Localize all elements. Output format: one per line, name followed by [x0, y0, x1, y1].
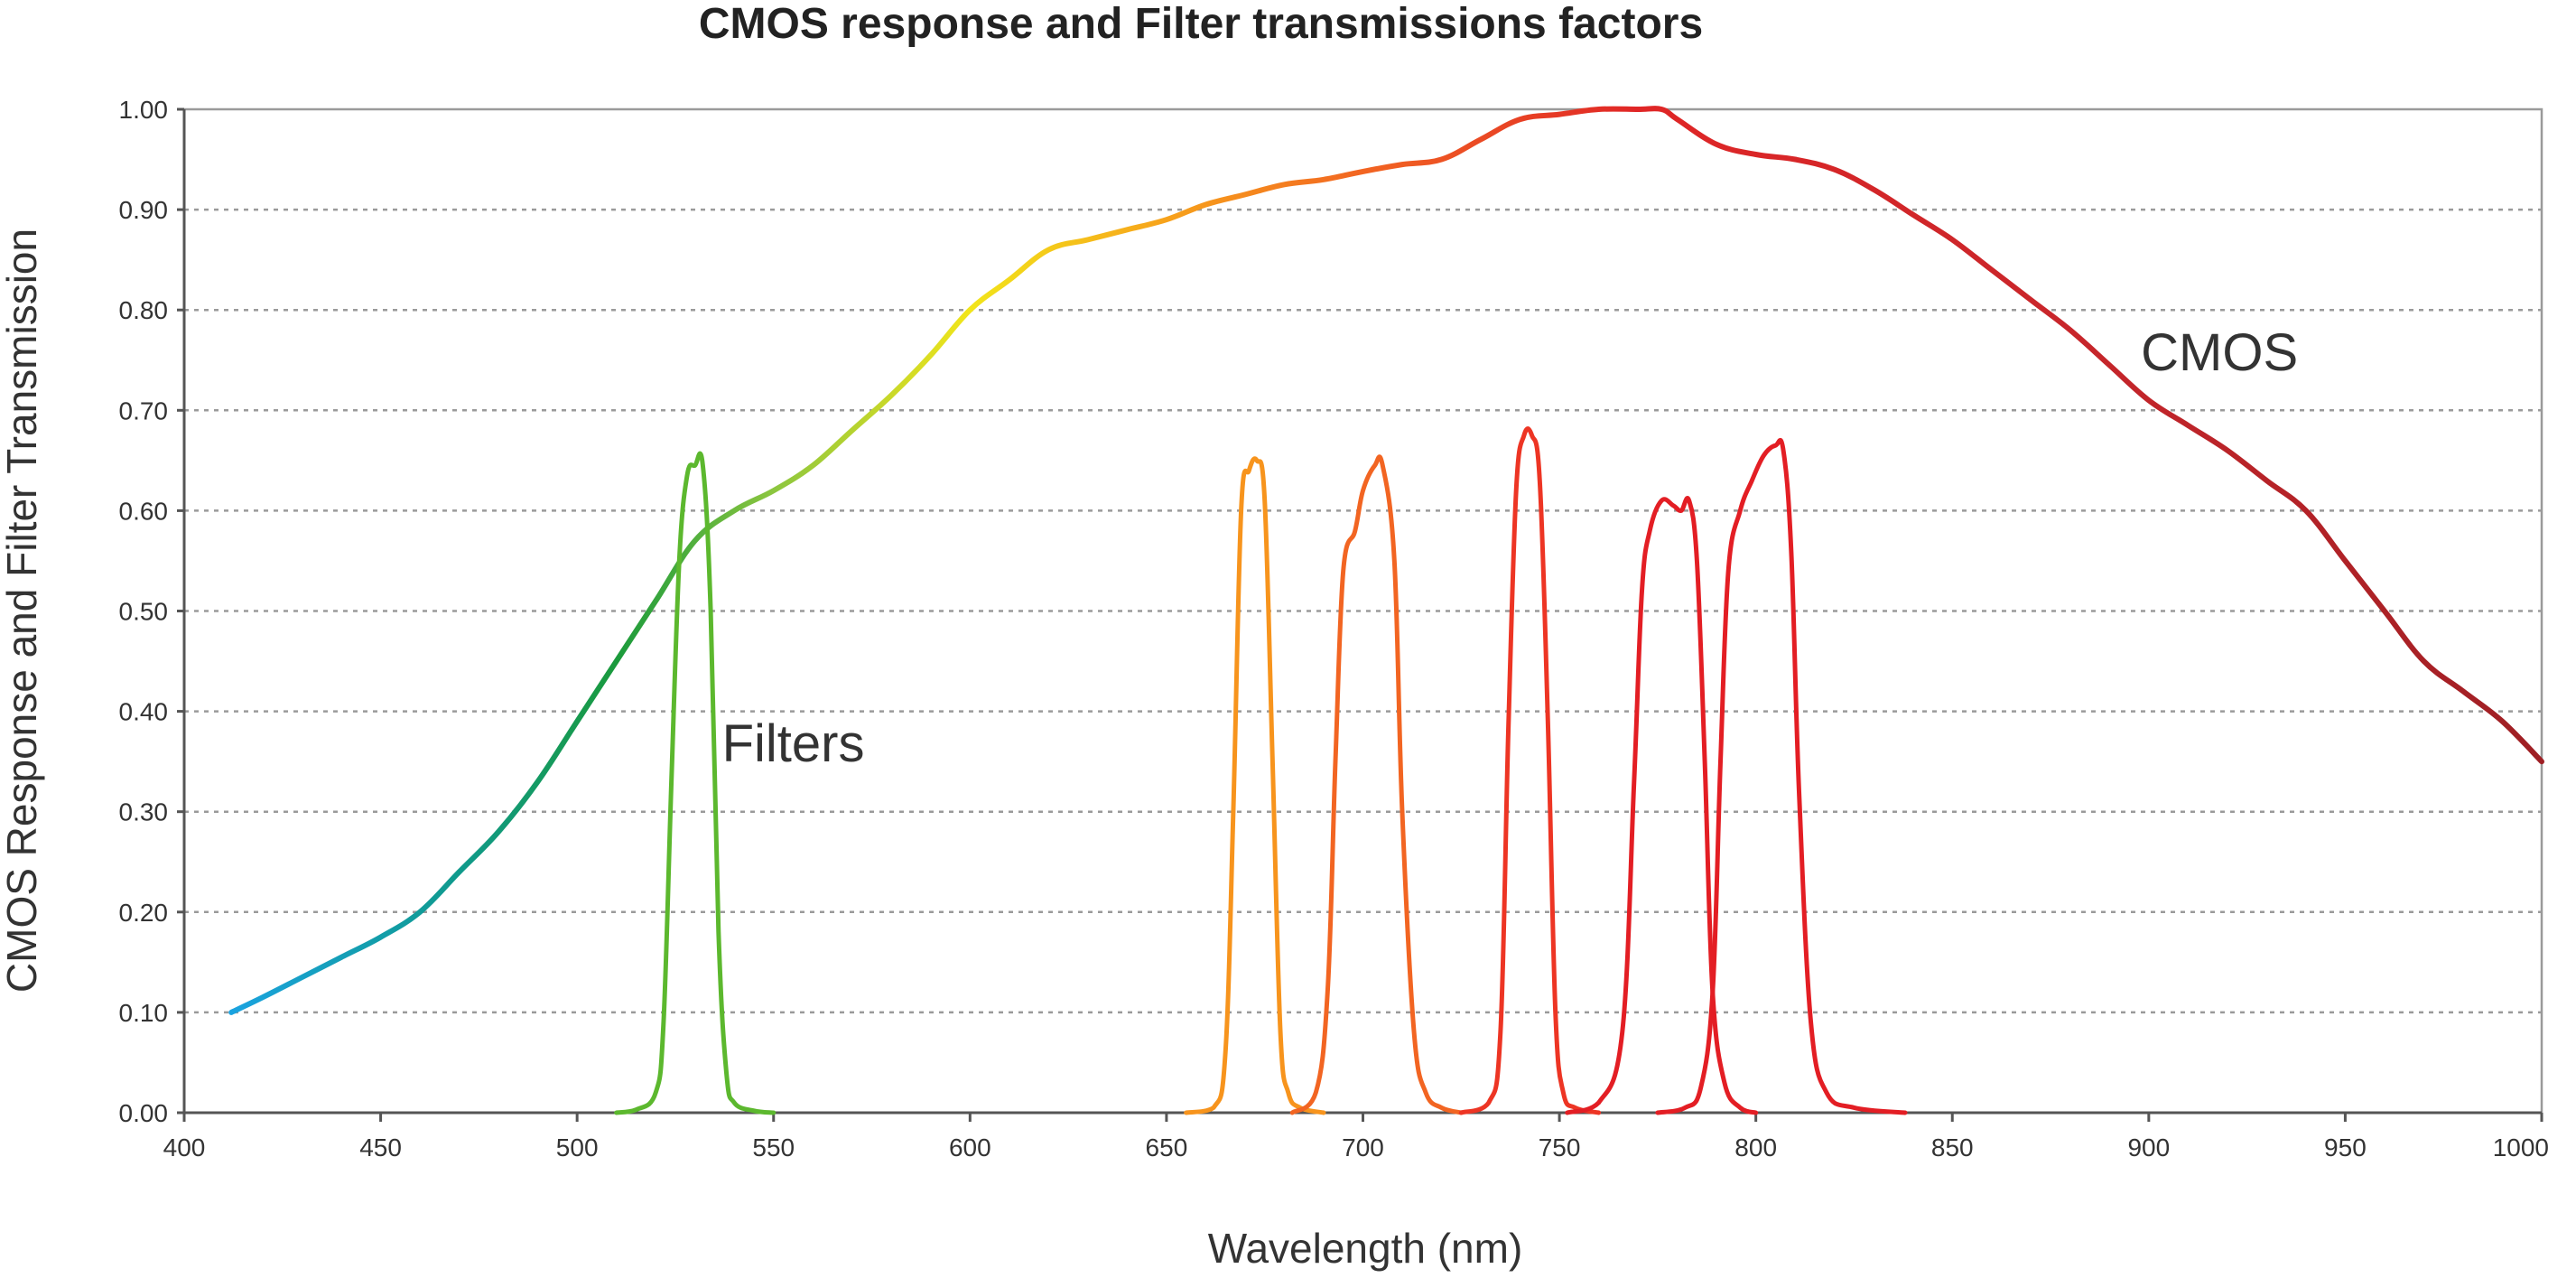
y-axis-ticks: 0.00 0.10 0.20 0.30 0.40 0.50 0.60 0.70 0.80 0.90… — [119, 96, 184, 1127]
y-tick-label: 0.00 — [119, 1099, 169, 1127]
chart-title: CMOS response and Filter transmissions f… — [699, 0, 1703, 48]
axes — [182, 109, 2542, 1115]
x-tick-label: 600 — [949, 1133, 991, 1161]
x-tick-label: 550 — [752, 1133, 795, 1161]
y-tick-label: 0.70 — [119, 396, 169, 424]
y-axis-label: CMOS Response and Filter Transmission — [0, 229, 45, 993]
x-tick-label: 650 — [1146, 1133, 1188, 1161]
y-tick-label: 0.10 — [119, 999, 169, 1027]
x-axis-label: Wavelength (nm) — [1208, 1225, 1523, 1272]
x-tick-label: 800 — [1734, 1133, 1777, 1161]
annotation-filters: Filters — [722, 714, 865, 773]
filter-transmission-line — [1458, 426, 1602, 1115]
y-tick-label: 0.60 — [119, 497, 169, 525]
y-tick-label: 0.80 — [119, 296, 169, 324]
x-axis-ticks: 400 450 500 550 600 650 700 750 800 850 900 950 1000 — [163, 1113, 2549, 1161]
x-tick-label: 500 — [556, 1133, 599, 1161]
filter-transmission-line — [614, 451, 777, 1115]
x-tick-label: 1000 — [2493, 1133, 2549, 1161]
x-tick-label: 950 — [2324, 1133, 2367, 1161]
annotation-cmos: CMOS — [2141, 323, 2298, 382]
y-tick-label: 0.30 — [119, 798, 169, 826]
y-tick-label: 0.20 — [119, 899, 169, 927]
plot-area-frame — [182, 107, 2543, 1115]
y-tick-label: 0.50 — [119, 598, 169, 626]
x-tick-label: 400 — [163, 1133, 206, 1161]
x-tick-label: 750 — [1539, 1133, 1581, 1161]
y-tick-label: 0.90 — [119, 196, 169, 224]
x-tick-label: 850 — [1931, 1133, 1974, 1161]
y-tick-label: 1.00 — [119, 96, 169, 124]
filter-transmission-line — [1655, 437, 1908, 1115]
x-tick-label: 900 — [2127, 1133, 2170, 1161]
x-tick-label: 450 — [359, 1133, 402, 1161]
filter-transmission-line — [1184, 456, 1326, 1115]
y-tick-label: 0.40 — [119, 698, 169, 726]
series-lines — [228, 106, 2544, 1115]
cmos-response-line — [228, 106, 2544, 1015]
annotations: CMOS Filters — [722, 323, 2299, 773]
filter-transmission-line — [1289, 454, 1464, 1115]
x-tick-label: 700 — [1342, 1133, 1384, 1161]
